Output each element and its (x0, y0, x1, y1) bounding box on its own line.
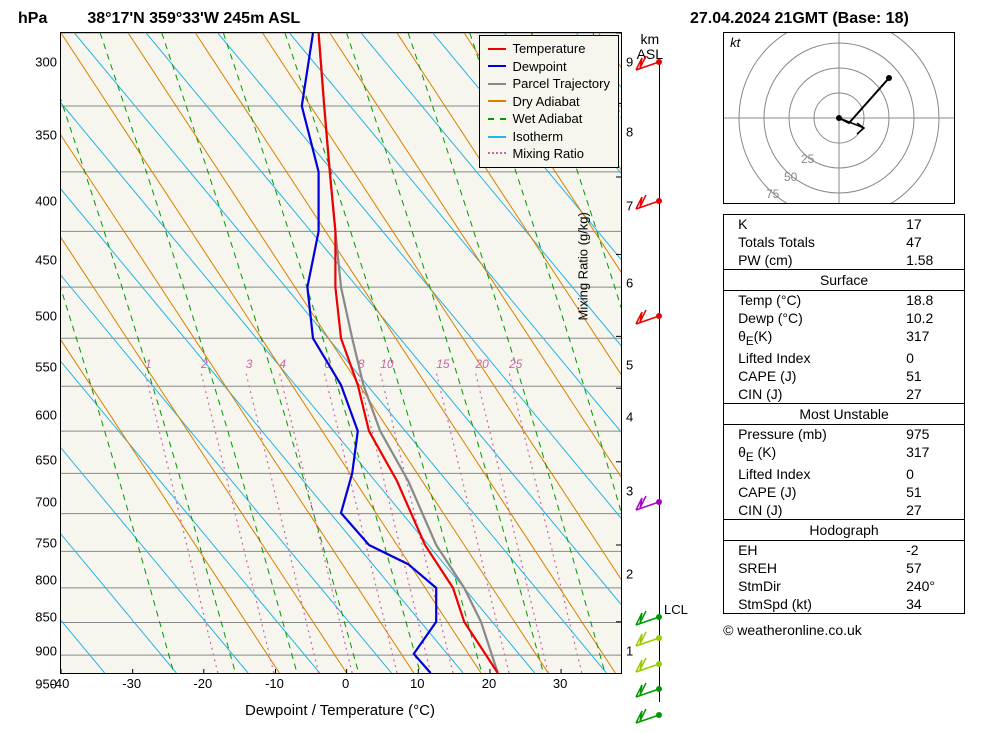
svg-text:10: 10 (380, 357, 394, 371)
wind-barb (634, 490, 684, 514)
svg-text:15: 15 (436, 357, 450, 371)
km-label: km (640, 31, 659, 47)
pressure-tick: 400 (22, 193, 57, 208)
pressure-tick: 500 (22, 309, 57, 324)
altitude-tick: 1 (626, 643, 633, 658)
temp-tick: -40 (51, 676, 70, 691)
index-row: CIN (J)27 (724, 501, 964, 519)
temp-tick: 10 (410, 676, 424, 691)
pressure-tick: 450 (22, 253, 57, 268)
hodograph-unit: kt (730, 35, 740, 50)
index-row: CAPE (J)51 (724, 367, 964, 385)
pressure-tick: 700 (22, 495, 57, 510)
pressure-tick: 800 (22, 573, 57, 588)
temp-tick: -30 (122, 676, 141, 691)
pressure-tick: 850 (22, 609, 57, 624)
svg-text:3: 3 (246, 357, 253, 371)
svg-text:75: 75 (766, 187, 780, 201)
indices-table: K17Totals Totals47PW (cm)1.58 Surface Te… (723, 214, 965, 614)
pressure-tick: 900 (22, 644, 57, 659)
index-row: Temp (°C)18.8 (724, 291, 964, 309)
svg-text:50: 50 (784, 170, 798, 184)
svg-text:25: 25 (801, 152, 815, 166)
wind-barb-column: LCL (634, 62, 684, 702)
index-row: Pressure (mb)975 (724, 425, 964, 443)
chart-title-location: 38°17'N 359°33'W 245m ASL (87, 10, 690, 28)
skewt-chart: km ASL 12346810152025 TemperatureDewpoin… (10, 32, 683, 719)
altitude-tick: 2 (626, 567, 633, 582)
svg-text:4: 4 (279, 357, 286, 371)
temp-tick: 0 (342, 676, 349, 691)
wind-barb (634, 189, 684, 213)
legend: TemperatureDewpointParcel TrajectoryDry … (479, 35, 619, 168)
index-row: PW (cm)1.58 (724, 251, 964, 269)
altitude-tick: 6 (626, 276, 633, 291)
altitude-tick: 3 (626, 483, 633, 498)
pressure-tick: 300 (22, 55, 57, 70)
index-row: SREH57 (724, 559, 964, 577)
legend-item: Temperature (488, 40, 610, 58)
legend-item: Dry Adiabat (488, 93, 610, 111)
pressure-tick: 550 (22, 360, 57, 375)
altitude-tick: 9 (626, 55, 633, 70)
pressure-tick: 600 (22, 408, 57, 423)
index-row: EH-2 (724, 541, 964, 559)
wind-barb (634, 652, 684, 676)
copyright: © weatheronline.co.uk (723, 622, 990, 638)
svg-text:20: 20 (474, 357, 489, 371)
legend-item: Parcel Trajectory (488, 75, 610, 93)
wind-barb (634, 677, 684, 701)
pressure-tick: 650 (22, 453, 57, 468)
surface-section-title: Surface (724, 270, 964, 291)
altitude-tick: 8 (626, 125, 633, 140)
index-row: Lifted Index0 (724, 349, 964, 367)
svg-text:8: 8 (358, 357, 365, 371)
index-row: θE(K)317 (724, 327, 964, 349)
temp-tick: -10 (265, 676, 284, 691)
index-row: StmSpd (kt)34 (724, 595, 964, 613)
index-row: Totals Totals47 (724, 233, 964, 251)
altitude-tick: 7 (626, 199, 633, 214)
svg-text:25: 25 (508, 357, 523, 371)
pressure-tick: 350 (22, 127, 57, 142)
index-row: StmDir240° (724, 577, 964, 595)
index-row: Dewp (°C)10.2 (724, 309, 964, 327)
wind-barb (634, 703, 684, 727)
wind-barb (634, 50, 684, 74)
altitude-tick: 5 (626, 358, 633, 373)
hodo-section-title: Hodograph (724, 520, 964, 541)
index-row: CAPE (J)51 (724, 483, 964, 501)
altitude-tick: 4 (626, 410, 633, 425)
svg-text:6: 6 (324, 357, 331, 371)
chart-title-datetime: 27.04.2024 21GMT (Base: 18) (690, 10, 990, 28)
unit-hpa: hPa (18, 10, 47, 27)
wind-barb (634, 626, 684, 650)
legend-item: Dewpoint (488, 58, 610, 76)
wind-barb (634, 304, 684, 328)
hodograph: kt 25 50 75 (723, 32, 955, 204)
temp-tick: 30 (553, 676, 567, 691)
legend-item: Wet Adiabat (488, 110, 610, 128)
temp-tick: -20 (193, 676, 212, 691)
index-row: Lifted Index0 (724, 465, 964, 483)
svg-text:2: 2 (200, 357, 208, 371)
temp-tick: 20 (482, 676, 496, 691)
mixing-ratio-axis-label: Mixing Ratio (g/kg) (575, 212, 590, 320)
legend-item: Mixing Ratio (488, 145, 610, 163)
legend-item: Isotherm (488, 128, 610, 146)
pressure-tick: 750 (22, 535, 57, 550)
index-row: θE (K)317 (724, 443, 964, 465)
index-row: K17 (724, 215, 964, 233)
svg-text:1: 1 (145, 357, 152, 371)
mu-section-title: Most Unstable (724, 404, 964, 425)
x-axis-label: Dewpoint / Temperature (°C) (60, 702, 620, 719)
index-row: CIN (J)27 (724, 385, 964, 403)
